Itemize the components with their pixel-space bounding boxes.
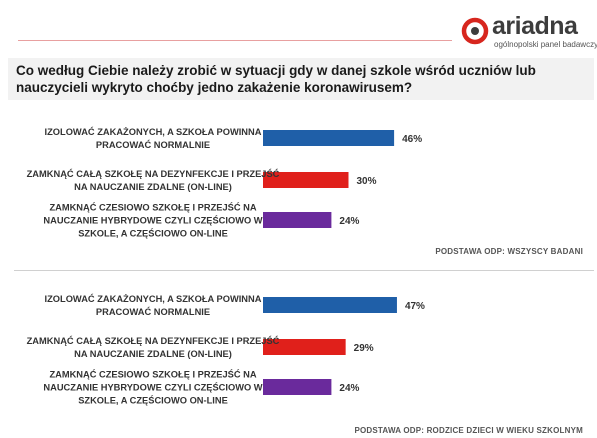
- chart-1-category-label-2-line-2: NA NAUCZANIE ZDALNE (ON-LINE): [74, 182, 232, 192]
- chart-2-category-label-2-line-1: ZAMKNĄĆ CAŁĄ SZKOŁĘ NA DEZYNFEKCJE I PRZ…: [27, 335, 280, 346]
- chart-2-note: PODSTAWA ODP: RODZICE DZIECI W WIEKU SZK…: [354, 426, 583, 435]
- chart-1-category-label-1-line-1: IZOLOWAĆ ZAKAŻONYCH, A SZKOŁA POWINNA: [45, 126, 262, 137]
- chart-2-category-label-1-line-1: IZOLOWAĆ ZAKAŻONYCH, A SZKOŁA POWINNA: [45, 293, 262, 304]
- chart-1-category-label-3-line-2: NAUCZANIE HYBRYDOWE CZYLI CZĘŚCIOWO W: [43, 215, 262, 226]
- chart-1-category-label-1-line-2: PRACOWAĆ NORMALNIE: [96, 139, 210, 150]
- chart-1-category-label-2-line-1: ZAMKNĄĆ CAŁĄ SZKOŁĘ NA DEZYNFEKCJE I PRZ…: [27, 168, 280, 179]
- logo-name: ariadna: [492, 12, 578, 40]
- chart-1-value-label-1: 46%: [402, 134, 422, 145]
- question-background: [8, 58, 594, 100]
- chart-2-category-label-3-line-2: NAUCZANIE HYBRYDOWE CZYLI CZĘŚCIOWO W: [43, 382, 262, 393]
- chart-2-bar-2: [263, 339, 346, 355]
- chart-2-value-label-2: 29%: [354, 343, 374, 354]
- section-divider: [14, 270, 594, 271]
- chart-1-note: PODSTAWA ODP: WSZYSCY BADANI: [435, 247, 583, 256]
- chart-2-value-label-3: 24%: [339, 383, 359, 394]
- header-rule: [18, 40, 452, 41]
- survey-question: Co według Ciebie należy zrobić w sytuacj…: [16, 63, 536, 95]
- chart-2-category-label-1-line-2: PRACOWAĆ NORMALNIE: [96, 306, 210, 317]
- chart-2-category-label-2-line-2: NA NAUCZANIE ZDALNE (ON-LINE): [74, 349, 232, 359]
- logo-tagline: ogólnopolski panel badawczy: [494, 40, 597, 49]
- chart-2-category-label-3-line-3: SZKOLE, A CZĘŚCIOWO ON-LINE: [78, 395, 228, 406]
- ariadna-logo-icon: [461, 17, 489, 45]
- ariadna-logo: ariadna ogólnopolski panel badawczy: [461, 12, 597, 56]
- chart-1-value-label-2: 30%: [357, 176, 377, 187]
- chart-2-value-label-1: 47%: [405, 301, 425, 312]
- chart-1-bar-3: [263, 212, 332, 228]
- chart-2-bar-3: [263, 379, 332, 395]
- chart-2-category-label-3-line-1: ZAMKNĄĆ CZESIOWO SZKOŁĘ I PRZEJŚĆ NA: [49, 369, 256, 380]
- chart-2-bar-1: [263, 297, 397, 313]
- chart-1-bar-2: [263, 172, 349, 188]
- chart-1-category-label-3-line-1: ZAMKNĄĆ CZESIOWO SZKOŁĘ I PRZEJŚĆ NA: [49, 202, 256, 213]
- chart-1-value-label-3: 24%: [339, 216, 359, 227]
- chart-1-bar-1: [263, 130, 395, 146]
- chart-1-category-label-3-line-3: SZKOLE, A CZĘŚCIOWO ON-LINE: [78, 228, 228, 239]
